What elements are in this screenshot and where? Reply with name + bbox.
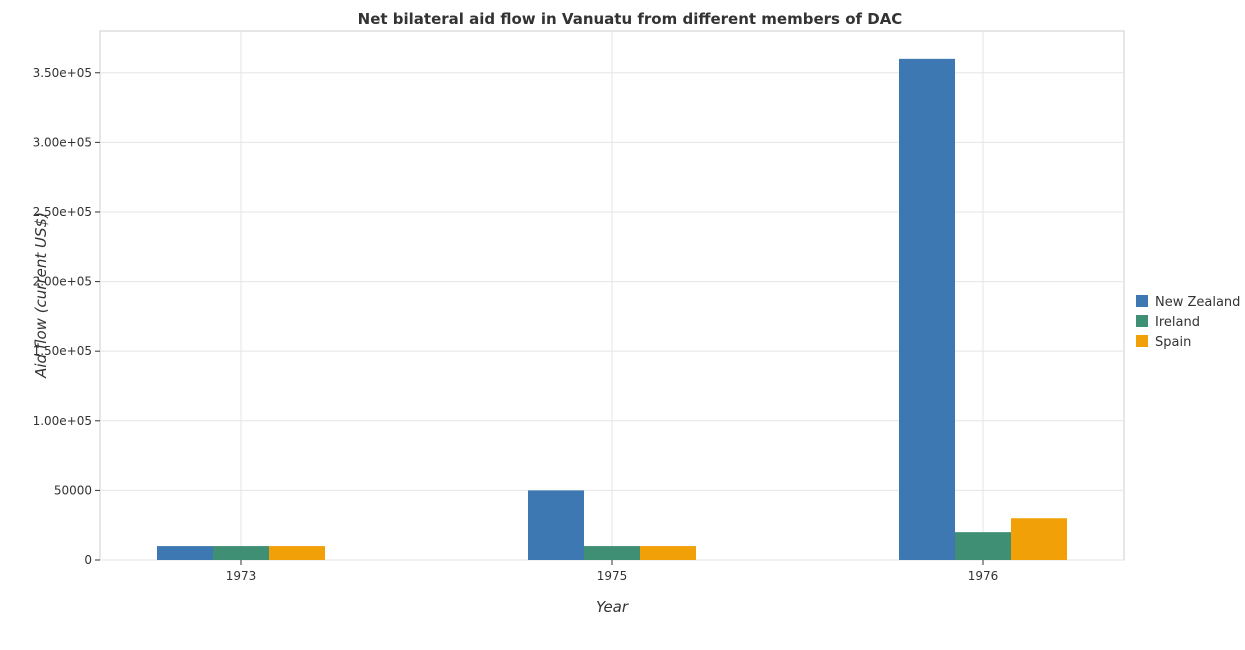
x-axis-ticks: 1973 1975 1976 (226, 560, 999, 583)
legend: New Zealand Ireland Spain (1136, 295, 1240, 350)
legend-swatch (1136, 335, 1148, 347)
bar-new-zealand (899, 58, 955, 561)
x-tick-label: 1976 (968, 569, 999, 583)
y-tick-label: 2.50e+05 (33, 205, 92, 219)
legend-swatch (1136, 315, 1148, 327)
bar-new-zealand (528, 490, 584, 560)
y-tick-label: 1.50e+05 (33, 344, 92, 358)
bar-ireland (213, 546, 269, 560)
chart-title: Net bilateral aid flow in Vanuatu from d… (358, 10, 903, 28)
x-tick-label: 1973 (226, 569, 257, 583)
legend-label: New Zealand (1155, 295, 1240, 310)
bar-spain (640, 546, 696, 560)
y-axis-ticks: 0 50000 1.00e+05 1.50e+05 2.00e+05 2.50e+05 3.… (33, 66, 100, 567)
y-tick-label: 50000 (54, 483, 92, 497)
x-axis-title: Year (596, 598, 629, 616)
bar-spain (1011, 518, 1067, 560)
y-tick-label: 0 (84, 553, 92, 567)
y-tick-label: 3.50e+05 (33, 66, 92, 80)
legend-label: Spain (1155, 335, 1191, 350)
y-tick-label: 3.00e+05 (33, 135, 92, 149)
legend-swatch (1136, 295, 1148, 307)
y-tick-label: 2.00e+05 (33, 275, 92, 289)
bar-ireland (584, 546, 640, 560)
y-tick-label: 1.00e+05 (33, 414, 92, 428)
bars (157, 58, 1067, 561)
bar-ireland (955, 532, 1011, 560)
y-axis-title: Aid flow (current US$) (32, 212, 50, 379)
bar-spain (269, 546, 325, 560)
x-tick-label: 1975 (597, 569, 628, 583)
legend-label: Ireland (1155, 315, 1200, 330)
bar-new-zealand (157, 546, 213, 560)
